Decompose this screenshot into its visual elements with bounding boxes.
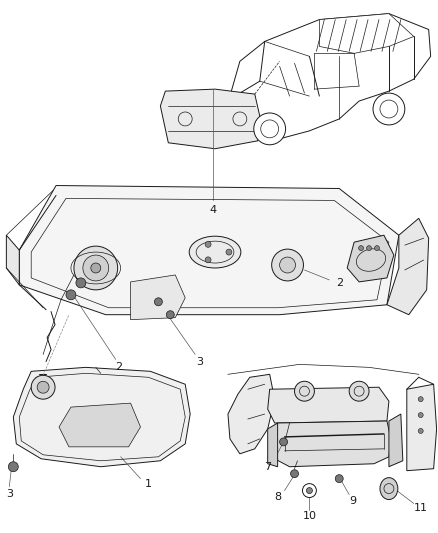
Circle shape [205, 241, 211, 247]
Polygon shape [7, 235, 19, 285]
Polygon shape [131, 275, 185, 320]
Text: 7: 7 [264, 462, 271, 472]
Polygon shape [230, 14, 431, 139]
Circle shape [8, 462, 18, 472]
Circle shape [374, 246, 379, 251]
Circle shape [279, 438, 288, 446]
Circle shape [367, 246, 371, 251]
Circle shape [373, 93, 405, 125]
Text: 1: 1 [145, 479, 152, 489]
Polygon shape [59, 403, 141, 447]
Ellipse shape [189, 236, 241, 268]
Circle shape [37, 381, 49, 393]
Text: 2: 2 [115, 362, 122, 373]
Circle shape [226, 249, 232, 255]
Polygon shape [347, 235, 394, 282]
Circle shape [290, 470, 298, 478]
Circle shape [335, 475, 343, 482]
Polygon shape [389, 414, 403, 467]
Polygon shape [319, 14, 414, 53]
Circle shape [83, 255, 109, 281]
Circle shape [254, 113, 286, 145]
Text: 3: 3 [6, 489, 13, 498]
Text: 10: 10 [302, 511, 316, 521]
Polygon shape [228, 374, 275, 454]
Circle shape [418, 397, 423, 402]
Circle shape [272, 249, 304, 281]
Polygon shape [160, 89, 260, 149]
Text: 8: 8 [274, 491, 281, 502]
Circle shape [349, 381, 369, 401]
Polygon shape [272, 421, 391, 467]
Circle shape [418, 413, 423, 417]
Circle shape [294, 381, 314, 401]
Text: 2: 2 [336, 278, 343, 288]
Polygon shape [19, 185, 399, 314]
Circle shape [279, 257, 296, 273]
Circle shape [66, 290, 76, 300]
Circle shape [307, 488, 312, 494]
Circle shape [31, 375, 55, 399]
Text: 9: 9 [350, 496, 357, 505]
Polygon shape [13, 367, 190, 467]
Circle shape [155, 298, 162, 306]
Circle shape [166, 311, 174, 319]
Circle shape [303, 483, 316, 497]
Polygon shape [268, 423, 278, 467]
Circle shape [205, 257, 211, 263]
Circle shape [76, 278, 86, 288]
Circle shape [74, 246, 118, 290]
Circle shape [418, 429, 423, 433]
Circle shape [359, 246, 364, 251]
Ellipse shape [380, 478, 398, 499]
Text: 4: 4 [209, 205, 217, 215]
Circle shape [91, 263, 101, 273]
Text: 11: 11 [414, 504, 428, 513]
Polygon shape [407, 384, 437, 471]
Text: 3: 3 [197, 358, 204, 367]
Polygon shape [268, 387, 389, 423]
Polygon shape [387, 219, 429, 314]
